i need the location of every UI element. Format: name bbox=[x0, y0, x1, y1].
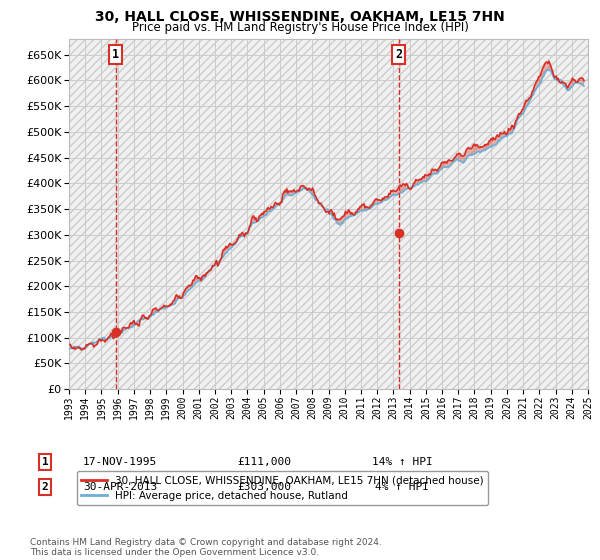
Text: 4% ↑ HPI: 4% ↑ HPI bbox=[375, 482, 429, 492]
Text: 30-APR-2013: 30-APR-2013 bbox=[83, 482, 157, 492]
Text: 2: 2 bbox=[41, 482, 49, 492]
Text: Price paid vs. HM Land Registry's House Price Index (HPI): Price paid vs. HM Land Registry's House … bbox=[131, 21, 469, 34]
Text: £303,000: £303,000 bbox=[237, 482, 291, 492]
Text: 17-NOV-1995: 17-NOV-1995 bbox=[83, 457, 157, 467]
Text: £111,000: £111,000 bbox=[237, 457, 291, 467]
Text: Contains HM Land Registry data © Crown copyright and database right 2024.
This d: Contains HM Land Registry data © Crown c… bbox=[30, 538, 382, 557]
Legend: 30, HALL CLOSE, WHISSENDINE, OAKHAM, LE15 7HN (detached house), HPI: Average pri: 30, HALL CLOSE, WHISSENDINE, OAKHAM, LE1… bbox=[77, 472, 488, 505]
Text: 1: 1 bbox=[112, 48, 119, 61]
Text: 30, HALL CLOSE, WHISSENDINE, OAKHAM, LE15 7HN: 30, HALL CLOSE, WHISSENDINE, OAKHAM, LE1… bbox=[95, 10, 505, 24]
Text: 2: 2 bbox=[395, 48, 402, 61]
Text: 14% ↑ HPI: 14% ↑ HPI bbox=[371, 457, 433, 467]
Text: 1: 1 bbox=[41, 457, 49, 467]
